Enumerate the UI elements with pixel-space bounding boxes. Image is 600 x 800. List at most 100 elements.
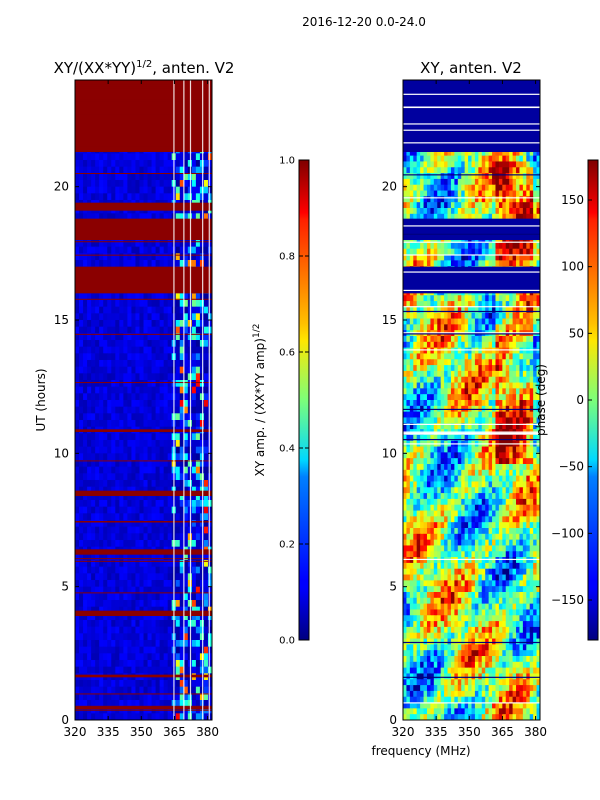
amplitude-cell <box>79 646 84 654</box>
amplitude-cell <box>131 613 136 621</box>
phase-cell <box>406 306 411 314</box>
amplitude-cell <box>183 480 189 488</box>
amplitude-cell <box>75 666 80 674</box>
phase-cell <box>516 213 520 221</box>
amplitude-cell <box>75 306 80 314</box>
phase-cell <box>450 208 455 215</box>
amplitude-cell <box>75 653 80 661</box>
phase-cell <box>461 248 466 256</box>
amplitude-cell <box>175 466 181 474</box>
amplitude-cell <box>167 460 173 468</box>
amplitude-cell <box>103 246 108 254</box>
amplitude-cell <box>179 320 185 328</box>
phase-cell <box>433 295 438 302</box>
amplitude-cell <box>111 346 116 354</box>
phase-cell <box>444 312 449 320</box>
amplitude-cell <box>111 680 116 688</box>
phase-cell <box>505 312 510 320</box>
phase-cell <box>454 208 459 215</box>
masked-line <box>75 705 212 707</box>
amplitude-cell <box>115 353 120 361</box>
amplitude-cell <box>155 306 161 314</box>
amplitude-cell <box>151 406 157 414</box>
amplitude-cell <box>143 213 149 221</box>
amplitude-cell <box>95 660 100 668</box>
amplitude-cell <box>203 653 209 661</box>
phase-cell <box>420 312 425 320</box>
phase-cell <box>495 184 500 192</box>
amplitude-cell <box>103 320 108 328</box>
amplitude-cell <box>79 540 84 548</box>
amplitude-cell <box>151 453 157 461</box>
amplitude-cell <box>123 593 128 601</box>
amplitude-cell <box>83 653 88 661</box>
amplitude-cell <box>103 160 108 168</box>
amplitude-cell <box>143 473 149 481</box>
amplitude-cell <box>79 620 84 628</box>
amplitude-cell <box>179 386 185 394</box>
amplitude-cell <box>107 400 112 408</box>
amplitude-cell <box>139 393 144 401</box>
amplitude-cell <box>155 293 161 301</box>
amplitude-cell <box>115 413 120 421</box>
amplitude-cell <box>135 393 140 401</box>
amplitude-cell <box>135 293 140 301</box>
amplitude-cell <box>107 313 112 321</box>
amplitude-cell <box>183 493 189 501</box>
phase-cell <box>426 178 431 186</box>
amplitude-cell <box>159 480 165 488</box>
amplitude-cell <box>195 240 201 248</box>
phase-cell <box>447 202 452 209</box>
amplitude-cell <box>139 400 144 408</box>
phase-cell <box>457 149 462 157</box>
amplitude-cell <box>107 380 112 388</box>
amplitude-cell <box>167 466 173 474</box>
phase-cell <box>485 149 490 157</box>
amplitude-cell <box>103 573 108 581</box>
phase-cell <box>457 173 462 180</box>
phase-cell <box>516 196 520 203</box>
amplitude-cell <box>167 693 173 701</box>
amplitude-cell <box>87 453 92 461</box>
amplitude-cell <box>175 193 181 201</box>
phase-cell <box>505 208 510 215</box>
phase-cell <box>516 149 520 157</box>
amplitude-cell <box>183 520 189 528</box>
amplitude-cell <box>131 366 136 374</box>
amplitude-cell <box>191 626 197 634</box>
amplitude-cell <box>147 306 153 314</box>
amplitude-cell <box>87 340 92 348</box>
phase-cell <box>464 173 469 180</box>
phase-cell <box>498 312 503 320</box>
phase-cell <box>471 196 476 203</box>
amplitude-cell <box>95 586 100 594</box>
phase-cell <box>444 242 449 250</box>
amplitude-cell <box>75 180 80 188</box>
phase-cell <box>505 196 510 203</box>
phase-cell <box>461 312 466 320</box>
amplitude-cell <box>179 153 185 161</box>
amplitude-cell <box>191 680 197 688</box>
amplitude-cell <box>123 660 128 668</box>
phase-cell <box>413 312 418 320</box>
amplitude-cell <box>175 153 181 161</box>
phase-cell <box>403 213 407 221</box>
amplitude-cell <box>139 306 144 314</box>
phase-cell <box>416 208 421 215</box>
amplitude-cell <box>87 240 92 248</box>
phase-cell <box>420 306 425 314</box>
amplitude-cell <box>143 606 149 614</box>
phase-cell <box>440 295 445 302</box>
amplitude-cell <box>159 433 165 441</box>
amplitude-cell <box>107 386 112 394</box>
phase-cell <box>505 149 510 157</box>
amplitude-cell <box>155 460 161 468</box>
amplitude-cell <box>115 313 120 321</box>
amplitude-cell <box>147 446 153 454</box>
amplitude-cell <box>179 293 185 301</box>
amplitude-cell <box>95 326 100 334</box>
amplitude-cell <box>103 373 108 381</box>
amplitude-cell <box>143 180 149 188</box>
amplitude-cell <box>163 306 169 314</box>
amplitude-cell <box>159 406 165 414</box>
